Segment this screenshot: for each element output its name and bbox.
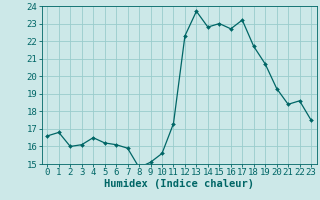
X-axis label: Humidex (Indice chaleur): Humidex (Indice chaleur) <box>104 179 254 189</box>
